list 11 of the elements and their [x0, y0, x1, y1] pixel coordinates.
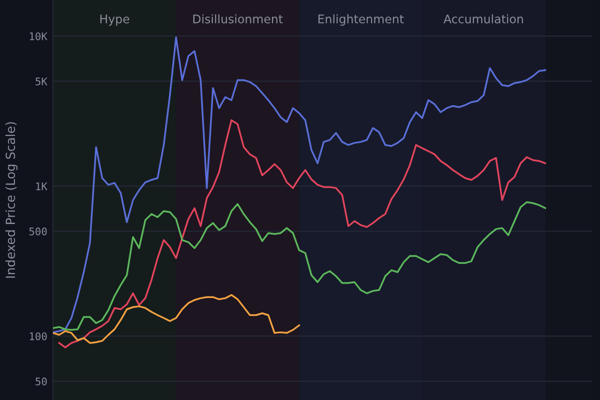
y-tick-label: 1K [36, 182, 48, 190]
y-tick-label: 10K [30, 32, 48, 40]
annotation: Enlightenment [318, 14, 404, 26]
y-tick-label: 5K [36, 78, 48, 86]
y-tick-label: 100 [30, 332, 47, 340]
annotation: Disillusionment [193, 14, 283, 24]
y-tick-label: 50 [36, 378, 47, 386]
annotation: Hype [100, 14, 130, 26]
annotation: Accumulation [444, 14, 523, 24]
y-tick-label: 500 [29, 228, 47, 236]
y-axis-title: Indexed Price (Log Scale) [5, 122, 18, 278]
